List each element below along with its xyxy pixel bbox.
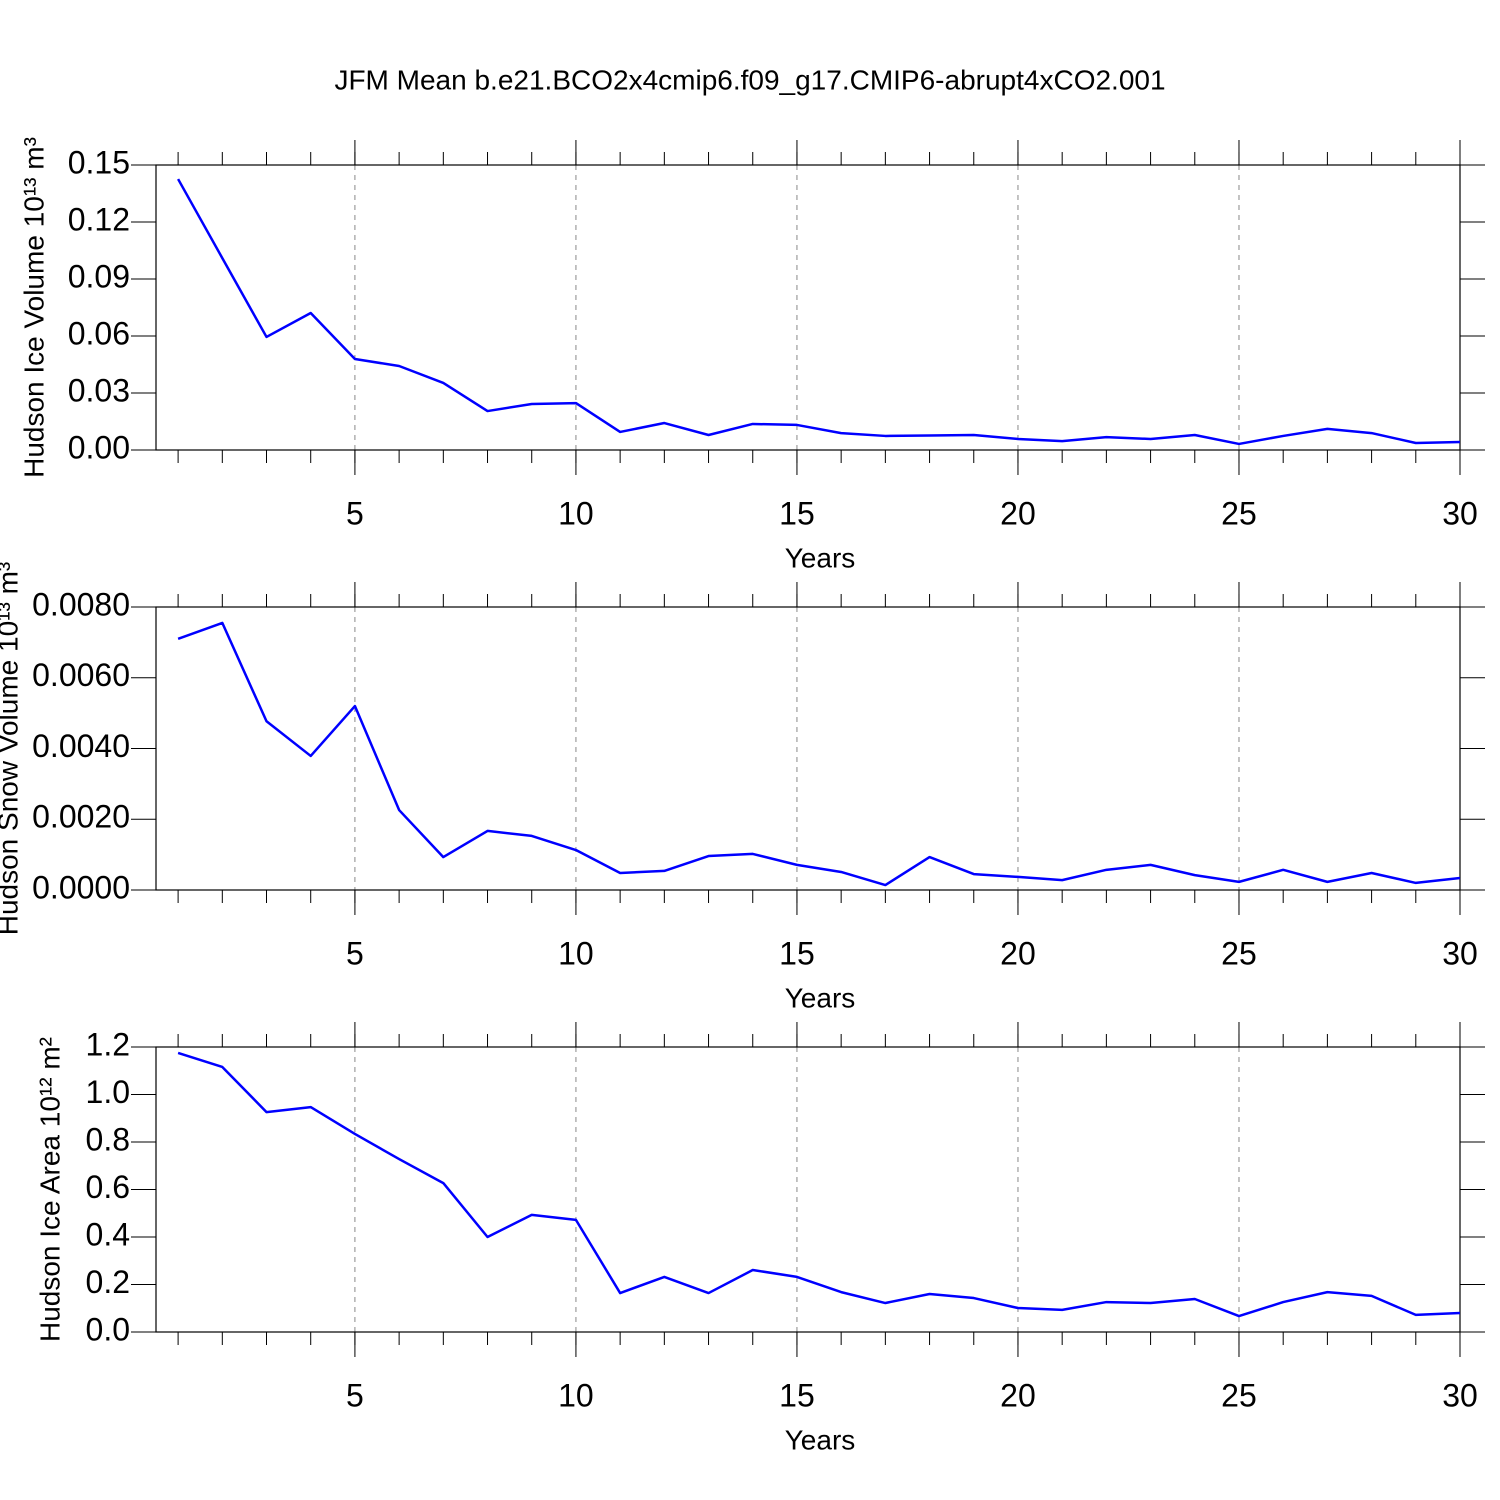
plot-frame [155,606,1461,891]
x-tick-label: 25 [1221,495,1257,531]
x-tick-label: 10 [558,495,594,531]
x-tick-label: 25 [1221,1377,1257,1413]
y-tick-label: 1.0 [86,1074,130,1110]
x-tick-label: 10 [558,1377,594,1413]
x-tick-label: 30 [1442,495,1478,531]
x-tick-label: 15 [779,1377,815,1413]
x-tick-label: 5 [346,935,364,971]
y-tick-label: 0.03 [68,372,130,408]
x-axis-label: Years [785,1424,856,1455]
chart-title: JFM Mean b.e21.BCO2x4cmip6.f09_g17.CMIP6… [334,64,1165,95]
x-tick-label: 30 [1442,935,1478,971]
y-tick-label: 1.2 [86,1026,130,1062]
data-line [177,1051,1461,1318]
plot-frame [155,164,1461,451]
y-tick-label: 0.0 [86,1311,130,1347]
y-tick-label: 0.15 [68,144,130,180]
y-axis-label: Hudson Ice Area 10¹² m² [34,1037,65,1342]
x-tick-label: 20 [1000,1377,1036,1413]
x-axis-label: Years [785,542,856,573]
x-tick-label: 10 [558,935,594,971]
y-tick-label: 0.12 [68,201,130,237]
y-tick-label: 0.0020 [32,799,130,835]
plot-frame [155,1046,1461,1333]
y-tick-label: 0.6 [86,1169,130,1205]
y-axis-label: Hudson Snow Volume 10¹³ m³ [0,562,23,936]
x-tick-label: 20 [1000,935,1036,971]
y-tick-label: 0.0000 [32,869,130,905]
x-tick-label: 5 [346,1377,364,1413]
x-tick-label: 15 [779,935,815,971]
data-line [177,178,1461,446]
x-tick-label: 15 [779,495,815,531]
y-tick-label: 0.0040 [32,728,130,764]
data-line [177,621,1461,887]
x-tick-label: 25 [1221,935,1257,971]
y-axis-label: Hudson Ice Volume 10¹³ m³ [18,137,49,478]
y-tick-label: 0.8 [86,1121,130,1157]
x-tick-label: 20 [1000,495,1036,531]
y-tick-label: 0.0080 [32,586,130,622]
y-tick-label: 0.09 [68,258,130,294]
y-tick-label: 0.0060 [32,657,130,693]
y-tick-label: 0.06 [68,315,130,351]
x-tick-label: 5 [346,495,364,531]
y-tick-label: 0.00 [68,429,130,465]
x-axis-label: Years [785,982,856,1013]
x-tick-label: 30 [1442,1377,1478,1413]
y-tick-label: 0.4 [86,1216,130,1252]
y-tick-label: 0.2 [86,1264,130,1300]
